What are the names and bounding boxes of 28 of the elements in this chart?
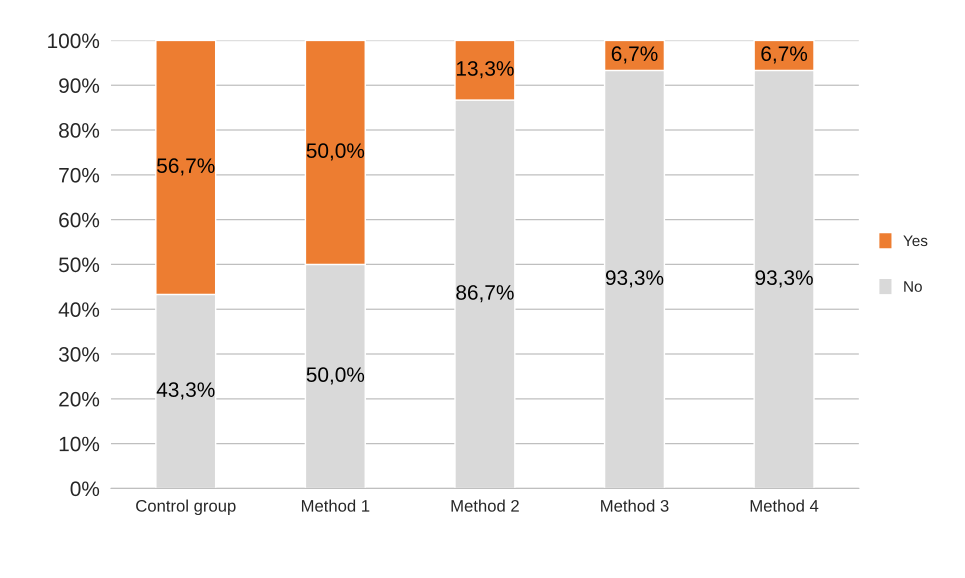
data-label: 56,7%	[157, 158, 215, 176]
data-label: 13,3%	[456, 61, 514, 78]
y-tick-label: 90%	[59, 78, 100, 94]
legend-label: Yes	[903, 235, 928, 246]
x-tick-label: Control group	[136, 500, 236, 516]
data-label: 86,7%	[456, 285, 514, 302]
y-tick-label: 70%	[59, 168, 100, 183]
y-tick-label: 0%	[70, 481, 100, 496]
y-tick-label: 50%	[59, 257, 100, 272]
y-tick-label: 40%	[58, 302, 100, 317]
data-label: 50,0%	[306, 367, 364, 384]
legend-label: No	[904, 281, 922, 292]
y-tick-label: 10%	[60, 436, 100, 452]
x-tick-label: Method 1	[302, 500, 370, 512]
data-label: 6,7%	[612, 46, 658, 64]
data-label: 93,3%	[606, 270, 664, 288]
x-tick-label: Method 2	[452, 500, 519, 512]
y-tick-label: 80%	[59, 123, 100, 138]
y-tick-label: 20%	[59, 392, 100, 407]
x-tick-label: Method 3	[601, 500, 669, 512]
y-tick-label: 60%	[59, 212, 100, 228]
data-label: 43,3%	[156, 382, 215, 400]
data-label: 93,3%	[756, 270, 813, 288]
data-label: 50,0%	[306, 143, 364, 160]
y-tick-label: 100%	[48, 33, 100, 48]
data-label: 6,7%	[761, 46, 808, 64]
y-tick-label: 30%	[58, 347, 100, 362]
x-tick-label: Method 4	[750, 500, 818, 512]
